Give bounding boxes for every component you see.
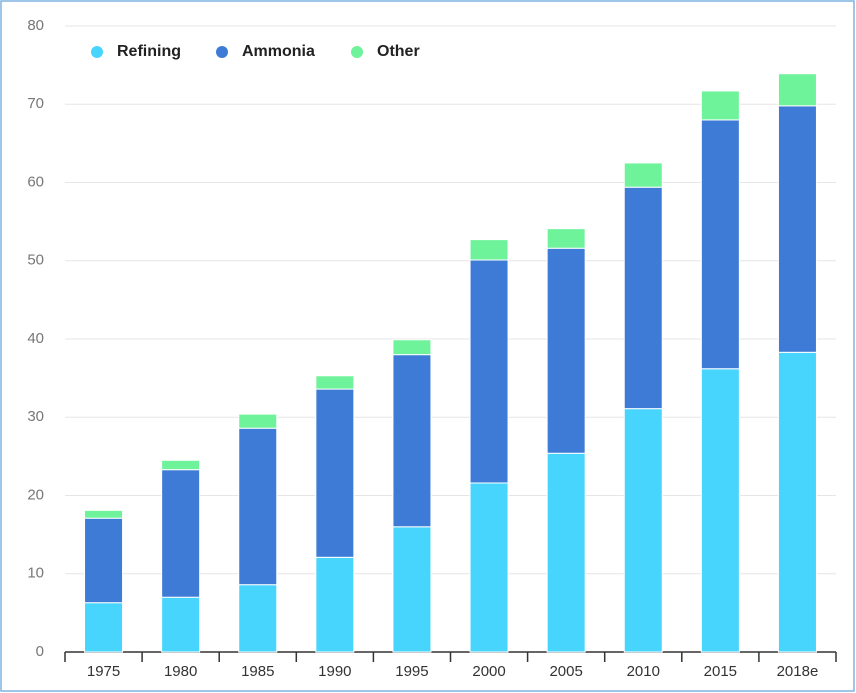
bar-segment [315,388,355,558]
x-tick-label: 2018e [777,663,819,680]
y-tick-label: 70 [27,95,44,112]
y-tick-label: 20 [27,486,44,503]
x-tick-label: 2015 [704,663,737,680]
bar-segment [700,119,740,370]
bar-segment [546,247,586,454]
bar-segment [238,413,278,429]
bar-segment [546,228,586,249]
y-tick-label: 30 [27,408,44,425]
x-tick-label: 2010 [627,663,660,680]
bar-segment [469,482,509,653]
legend-marker [91,46,103,58]
x-tick-label: 1995 [395,663,428,680]
bar-segment [161,596,201,653]
bar-segment [315,375,355,390]
bar-segment [777,73,817,107]
bar-segment [84,509,124,519]
bar-segment [777,105,817,353]
bar-segment [777,351,817,653]
y-tick-label: 0 [36,643,44,660]
bar-segment [546,452,586,653]
x-tick-label: 2005 [549,663,582,680]
x-tick-label: 1975 [87,663,120,680]
bar-segment [392,339,432,356]
legend-label: Ammonia [242,43,315,60]
x-tick-label: 1990 [318,663,351,680]
bar-segment [392,354,432,528]
bar-segment [469,239,509,261]
x-tick-label: 1985 [241,663,274,680]
bar-segment [623,162,663,188]
bar-segment [161,459,201,471]
bar-segment [392,526,432,653]
bar-segment [623,408,663,653]
bar-segment [700,368,740,653]
x-tick-label: 1980 [164,663,197,680]
y-tick-label: 50 [27,252,44,269]
bar-segment [238,584,278,653]
bar-segment [84,517,124,604]
legend-label: Other [377,43,420,60]
bar-segment [469,259,509,484]
legend-label: Refining [117,43,181,60]
y-tick-label: 10 [27,565,44,582]
legend-marker [216,46,228,58]
y-tick-label: 80 [27,17,44,34]
legend-marker [351,46,363,58]
bar-segment [84,602,124,653]
bar-segment [161,469,201,598]
bar-segment [238,427,278,586]
bar-segment [623,186,663,410]
x-tick-label: 2000 [472,663,505,680]
bar-segment [700,90,740,121]
y-tick-label: 60 [27,173,44,190]
bar-segment [315,556,355,653]
y-tick-label: 40 [27,330,44,347]
